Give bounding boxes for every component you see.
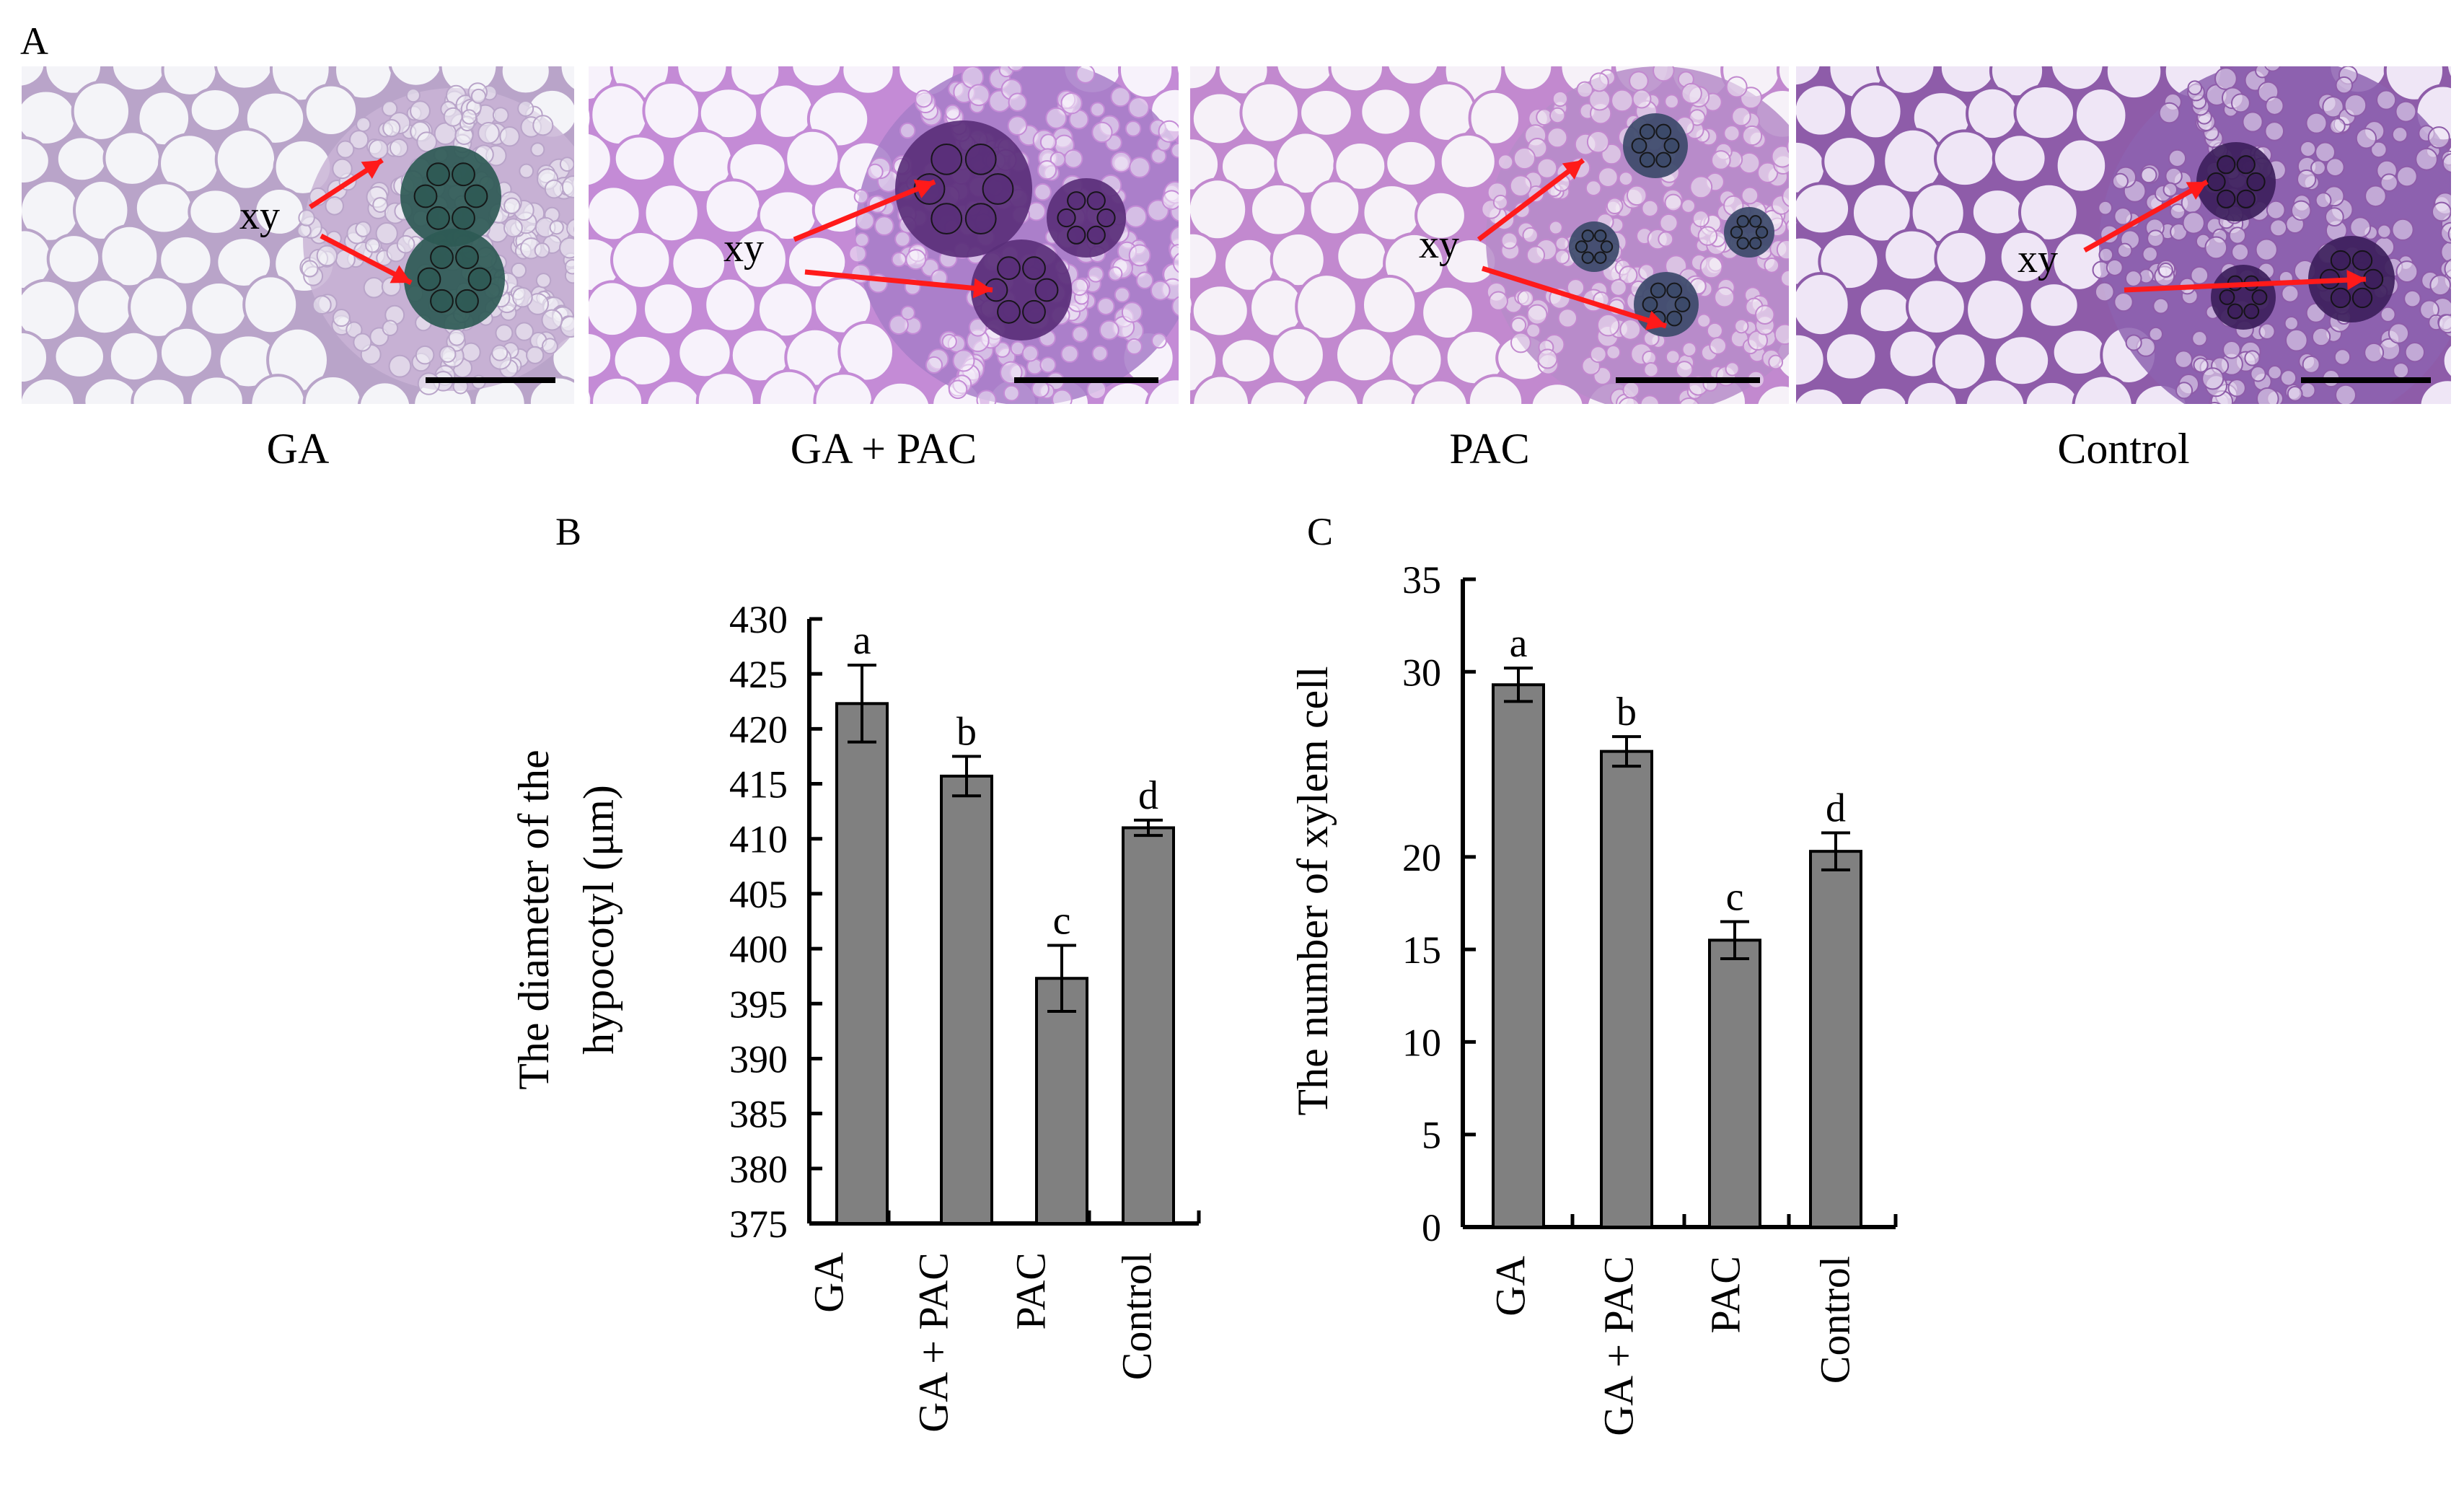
y-tick-label: 30 [1402, 651, 1441, 694]
bar [1708, 939, 1761, 1229]
xylem-bundle [2196, 142, 2276, 221]
xylem-arrow [320, 233, 413, 286]
xylem-bundle [971, 239, 1072, 340]
category-label: GA [805, 1252, 852, 1313]
micrograph-ga-pac: xy [589, 66, 1179, 404]
micrograph-ga: xy [22, 66, 574, 404]
xylem-annotation: xy [2018, 237, 2058, 281]
error-bar [1504, 667, 1533, 703]
significance-letter: b [1616, 690, 1637, 734]
xylem-arrow [2083, 179, 2209, 253]
error-bar [1047, 944, 1076, 1013]
xylem-bundle [1724, 207, 1774, 258]
significance-letter: d [1826, 786, 1846, 831]
significance-letter: d [1138, 773, 1158, 818]
error-bar [1134, 818, 1163, 838]
xylem-bundle [1569, 221, 1619, 272]
chart-xylem: 0 5 10 15 20 30 35 a GA b GA + PAC c PAC d Control The … [1289, 558, 1898, 1436]
xylem-arrow [793, 179, 936, 242]
xylem-bundle [400, 146, 501, 247]
panel-a-letter: A [20, 19, 48, 63]
y-tick-label: 405 [729, 873, 788, 916]
xylem-annotation: xy [239, 193, 280, 238]
y-tick-label: 425 [729, 653, 788, 696]
parenchyma-cells [22, 66, 574, 404]
xylem-arrow [309, 158, 384, 209]
error-bar [848, 663, 876, 744]
xylem-annotation: xy [723, 226, 764, 271]
error-bar [1720, 920, 1749, 960]
xylem-bundle [1623, 113, 1688, 178]
y-tick-label: 375 [729, 1203, 788, 1246]
bar [835, 702, 889, 1225]
micrograph-pac-svg: xy [1190, 66, 1789, 404]
y-tick-label: 5 [1422, 1114, 1441, 1157]
category-label: PAC [1702, 1256, 1748, 1334]
micrograph-ga-svg: xy [22, 66, 574, 404]
y-tick-label: 420 [729, 708, 788, 751]
significance-letter: a [853, 618, 871, 663]
y-tick-label: 380 [729, 1148, 788, 1191]
category-label: PAC [1007, 1252, 1054, 1330]
xylem-arrow [1477, 158, 1585, 242]
bar [1492, 683, 1545, 1228]
y-tick-label: 410 [729, 818, 788, 861]
category-label: GA + PAC [1595, 1256, 1642, 1436]
y-tick-label: 10 [1402, 1021, 1441, 1064]
error-bar [952, 755, 981, 798]
y-tick-label: 415 [729, 763, 788, 806]
y-axis-label: The number of xylem cell [1289, 666, 1337, 1115]
xylem-arrow [804, 269, 993, 299]
error-bar [1612, 735, 1641, 768]
bar [1809, 850, 1862, 1229]
bar [1122, 826, 1175, 1226]
y-tick-label: 385 [729, 1093, 788, 1136]
micrograph-control-svg: xy [1796, 66, 2451, 404]
category-label: Control [1113, 1252, 1160, 1380]
xylem-bundle [1047, 178, 1126, 258]
micrograph-ga-pac-svg: xy [589, 66, 1179, 404]
micrograph-label-ga: GA [266, 425, 330, 472]
significance-letter: c [1726, 875, 1744, 920]
y-tick-label: 15 [1402, 928, 1441, 972]
panel-b-letter: B [555, 510, 582, 553]
category-label: Control [1811, 1256, 1858, 1384]
y-axis-label: The diameter of the [510, 750, 558, 1089]
micrograph-pac: xy [1190, 66, 1789, 404]
micrograph-label-pac: PAC [1449, 425, 1530, 472]
micrograph-label-control: Control [2057, 425, 2190, 472]
y-tick-label: 0 [1422, 1206, 1441, 1249]
micrograph-control: xy [1796, 66, 2451, 404]
micrograph-label-ga-pac: GA + PAC [790, 425, 977, 472]
y-tick-label: 20 [1402, 836, 1441, 879]
xylem-arrow [1481, 265, 1668, 330]
xylem-annotation: xy [1419, 222, 1459, 267]
bar [940, 774, 993, 1225]
y-axis-label: hypocotyl (μm) [575, 785, 622, 1055]
chart-hypocotyl: 375 380 385 390 395 400 405 410 415 420 425 430 a GA b… [510, 598, 1201, 1433]
panel-c-letter: C [1307, 510, 1334, 553]
y-tick-label: 395 [729, 983, 788, 1026]
significance-letter: c [1053, 899, 1071, 944]
significance-letter: a [1510, 621, 1528, 666]
significance-letter: b [956, 709, 977, 754]
xylem-arrow [2124, 270, 2367, 293]
xylem-bundle [404, 229, 505, 330]
parenchyma-cells [1190, 66, 1789, 404]
error-bar [1821, 831, 1850, 871]
y-tick-label: 390 [729, 1037, 788, 1081]
category-label: GA + PAC [910, 1252, 956, 1433]
y-tick-label: 400 [729, 928, 788, 971]
y-tick-label: 430 [729, 598, 788, 641]
y-tick-label: 35 [1402, 558, 1441, 602]
bar [1600, 750, 1653, 1228]
bar [1035, 977, 1088, 1226]
category-label: GA [1487, 1256, 1534, 1317]
